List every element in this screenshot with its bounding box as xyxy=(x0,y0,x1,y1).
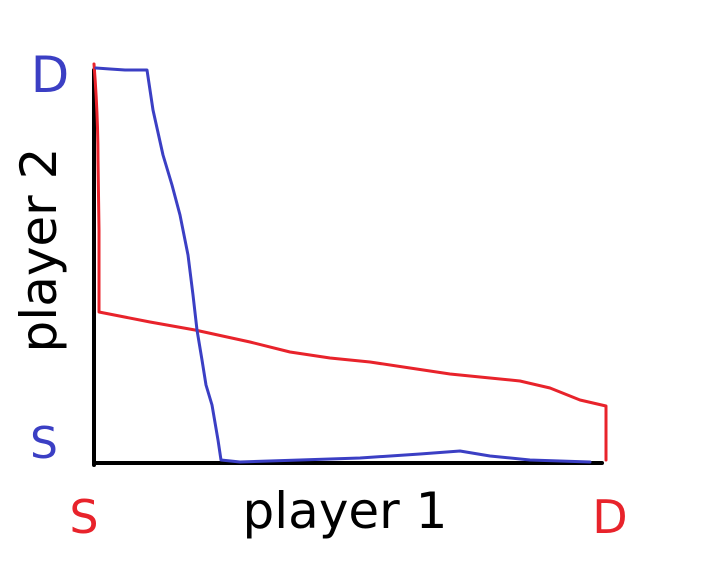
y-start-label: S xyxy=(30,418,58,469)
player2-best-response-curve xyxy=(94,66,592,464)
x-axis-label: player 1 xyxy=(243,482,448,540)
y-axis-label: player 2 xyxy=(10,148,68,353)
y-end-label: D xyxy=(31,46,70,104)
x-start-label: S xyxy=(69,490,98,544)
axes xyxy=(92,68,604,467)
x-end-label: D xyxy=(592,490,627,544)
player1-best-response-curve xyxy=(92,62,608,462)
